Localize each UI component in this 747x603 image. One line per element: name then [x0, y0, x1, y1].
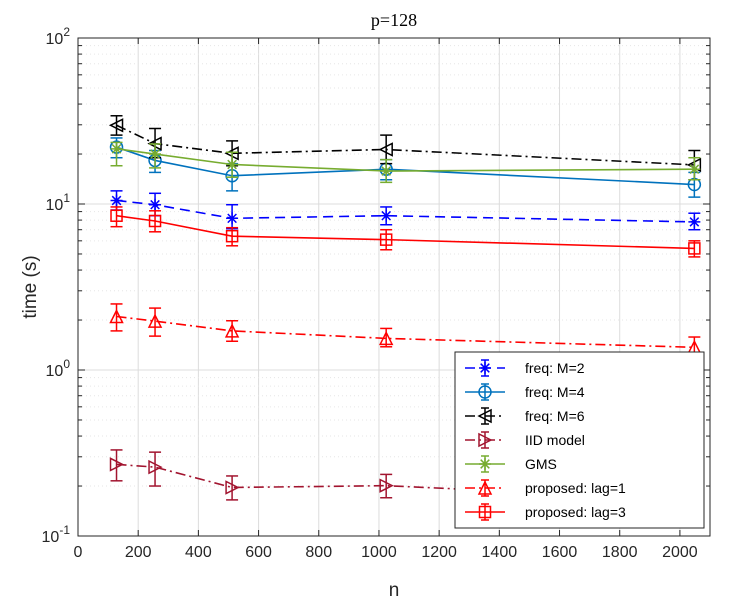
- data-point: [148, 214, 162, 228]
- data-point: [688, 242, 701, 255]
- data-point: [380, 165, 393, 178]
- series-5: [109, 303, 702, 358]
- legend-marker: [477, 408, 492, 424]
- y-tick-label: 100: [46, 357, 71, 380]
- legend-item: freq: M=6: [465, 407, 585, 425]
- legend-marker: [479, 458, 491, 470]
- legend-box: [454, 351, 705, 529]
- plot-frame: [77, 37, 711, 537]
- series-line: [116, 315, 695, 349]
- data-point: [378, 330, 394, 346]
- legend-label: GMS: [525, 456, 557, 472]
- legend-item: proposed: lag=3: [465, 503, 626, 521]
- y-tick-label: 10-1: [42, 523, 71, 546]
- data-point: [108, 118, 124, 133]
- legend-marker: [477, 480, 493, 495]
- legend-item: freq: M=2: [465, 359, 585, 377]
- data-point: [379, 478, 394, 493]
- data-point: [148, 459, 163, 475]
- y-tick-label: 102: [46, 25, 71, 48]
- legend-label: freq: M=4: [525, 384, 585, 400]
- data-point: [688, 163, 701, 176]
- legend-item: GMS: [465, 455, 557, 473]
- x-tick-label: 400: [185, 544, 212, 561]
- data-point: [226, 212, 239, 225]
- x-tick-label: 2000: [662, 544, 698, 561]
- chart-title: p=128: [371, 10, 417, 30]
- legend: freq: M=2 freq: M=4 freq: M=6 IID model GMS p…: [454, 351, 705, 529]
- legend-item: IID model: [465, 431, 585, 449]
- x-tick-label: 1400: [482, 544, 518, 561]
- data-point: [149, 148, 162, 161]
- data-point: [109, 457, 125, 472]
- x-tick-label: 1600: [542, 544, 578, 561]
- series-4: [110, 141, 701, 184]
- legend-marker: [478, 432, 493, 448]
- x-tick-label: 1200: [421, 544, 457, 561]
- x-tick-label: 800: [305, 544, 332, 561]
- x-tick-label: 0: [74, 544, 83, 561]
- data-point: [378, 142, 393, 157]
- legend-marker: [478, 385, 492, 399]
- data-point: [110, 194, 123, 207]
- data-point: [225, 229, 239, 243]
- legend-marker: [479, 362, 491, 374]
- y-axis-label: time (s): [20, 255, 41, 318]
- data-point: [226, 158, 239, 171]
- data-point: [110, 209, 123, 222]
- data-point: [149, 198, 162, 211]
- data-point: [380, 209, 393, 222]
- legend-label: proposed: lag=1: [525, 480, 626, 496]
- data-point: [688, 215, 701, 228]
- legend-label: freq: M=2: [525, 360, 585, 376]
- legend-label: proposed: lag=3: [525, 504, 626, 520]
- data-point: [225, 480, 240, 495]
- legend-item: proposed: lag=1: [465, 479, 626, 497]
- legend-label: freq: M=6: [525, 408, 585, 424]
- tick-layer: 0 200 400 600 800 1000 1200 1400 1600 1800 2000 102…: [42, 25, 710, 561]
- x-tick-label: 1800: [602, 544, 638, 561]
- x-tick-label: 1000: [361, 544, 397, 561]
- data-point: [224, 323, 240, 338]
- data-point: [147, 313, 163, 328]
- data-point: [109, 308, 124, 324]
- legend-marker: [478, 505, 492, 519]
- y-tick-label: 101: [46, 191, 71, 214]
- data-point: [379, 233, 393, 246]
- legend-label: IID model: [525, 432, 585, 448]
- x-tick-label: 200: [125, 544, 152, 561]
- legend-item: freq: M=4: [465, 383, 585, 401]
- series-0: [110, 190, 701, 231]
- x-tick-label: 600: [245, 544, 272, 561]
- x-axis-label: n: [389, 580, 400, 601]
- series-6: [110, 206, 701, 258]
- data-point: [110, 142, 123, 155]
